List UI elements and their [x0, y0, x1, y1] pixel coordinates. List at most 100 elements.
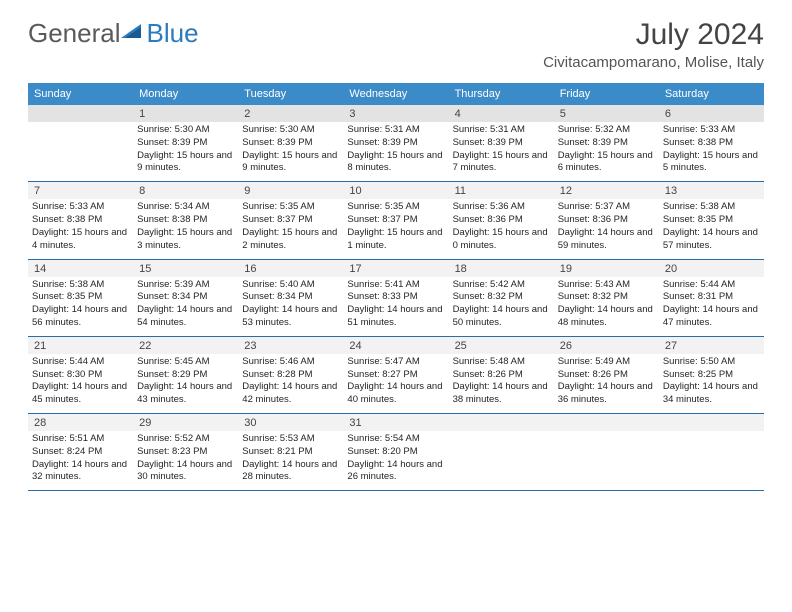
sunset-text: Sunset: 8:35 PM: [663, 214, 760, 227]
cell-details: Sunrise: 5:39 AMSunset: 8:34 PMDaylight:…: [137, 277, 234, 330]
calendar-cell: 12Sunrise: 5:37 AMSunset: 8:36 PMDayligh…: [554, 182, 659, 258]
cell-details: Sunrise: 5:47 AMSunset: 8:27 PMDaylight:…: [347, 354, 444, 407]
sunset-text: Sunset: 8:31 PM: [663, 291, 760, 304]
logo: General Blue: [28, 18, 199, 49]
sunset-text: Sunset: 8:34 PM: [242, 291, 339, 304]
sunrise-text: Sunrise: 5:45 AM: [137, 356, 234, 369]
sunrise-text: Sunrise: 5:53 AM: [242, 433, 339, 446]
cell-details: Sunrise: 5:46 AMSunset: 8:28 PMDaylight:…: [242, 354, 339, 407]
date-number: 17: [343, 260, 448, 277]
sunset-text: Sunset: 8:24 PM: [32, 446, 129, 459]
cell-details: Sunrise: 5:38 AMSunset: 8:35 PMDaylight:…: [663, 199, 760, 252]
sunrise-text: Sunrise: 5:30 AM: [242, 124, 339, 137]
date-number: 4: [449, 105, 554, 122]
cell-details: Sunrise: 5:44 AMSunset: 8:31 PMDaylight:…: [663, 277, 760, 330]
sunset-text: Sunset: 8:37 PM: [347, 214, 444, 227]
title-block: July 2024 Civitacampomarano, Molise, Ita…: [543, 18, 764, 71]
cell-details: Sunrise: 5:42 AMSunset: 8:32 PMDaylight:…: [453, 277, 550, 330]
day-header: Thursday: [449, 83, 554, 105]
sunset-text: Sunset: 8:39 PM: [558, 137, 655, 150]
calendar-cell: 3Sunrise: 5:31 AMSunset: 8:39 PMDaylight…: [343, 105, 448, 181]
calendar-cell: 19Sunrise: 5:43 AMSunset: 8:32 PMDayligh…: [554, 260, 659, 336]
day-header: Monday: [133, 83, 238, 105]
date-number: [449, 414, 554, 431]
date-number: [554, 414, 659, 431]
sunset-text: Sunset: 8:34 PM: [137, 291, 234, 304]
calendar-cell: 31Sunrise: 5:54 AMSunset: 8:20 PMDayligh…: [343, 414, 448, 490]
calendar-cell: 28Sunrise: 5:51 AMSunset: 8:24 PMDayligh…: [28, 414, 133, 490]
calendar-cell: 5Sunrise: 5:32 AMSunset: 8:39 PMDaylight…: [554, 105, 659, 181]
day-header: Saturday: [659, 83, 764, 105]
cell-details: Sunrise: 5:30 AMSunset: 8:39 PMDaylight:…: [242, 122, 339, 175]
sunset-text: Sunset: 8:32 PM: [453, 291, 550, 304]
date-number: 14: [28, 260, 133, 277]
calendar-cell: 21Sunrise: 5:44 AMSunset: 8:30 PMDayligh…: [28, 337, 133, 413]
sunset-text: Sunset: 8:33 PM: [347, 291, 444, 304]
calendar-cell: [28, 105, 133, 181]
daylight-text: Daylight: 14 hours and 53 minutes.: [242, 304, 339, 330]
calendar-cell: 9Sunrise: 5:35 AMSunset: 8:37 PMDaylight…: [238, 182, 343, 258]
sunrise-text: Sunrise: 5:33 AM: [663, 124, 760, 137]
location-text: Civitacampomarano, Molise, Italy: [543, 54, 764, 71]
week-row: 7Sunrise: 5:33 AMSunset: 8:38 PMDaylight…: [28, 182, 764, 259]
calendar-cell: 1Sunrise: 5:30 AMSunset: 8:39 PMDaylight…: [133, 105, 238, 181]
week-row: 14Sunrise: 5:38 AMSunset: 8:35 PMDayligh…: [28, 260, 764, 337]
calendar-cell: 17Sunrise: 5:41 AMSunset: 8:33 PMDayligh…: [343, 260, 448, 336]
date-number: 6: [659, 105, 764, 122]
date-number: 5: [554, 105, 659, 122]
sunset-text: Sunset: 8:39 PM: [347, 137, 444, 150]
daylight-text: Daylight: 14 hours and 36 minutes.: [558, 381, 655, 407]
cell-details: Sunrise: 5:37 AMSunset: 8:36 PMDaylight:…: [558, 199, 655, 252]
calendar-cell: 24Sunrise: 5:47 AMSunset: 8:27 PMDayligh…: [343, 337, 448, 413]
date-number: 23: [238, 337, 343, 354]
daylight-text: Daylight: 14 hours and 51 minutes.: [347, 304, 444, 330]
daylight-text: Daylight: 14 hours and 47 minutes.: [663, 304, 760, 330]
sunrise-text: Sunrise: 5:44 AM: [32, 356, 129, 369]
sunrise-text: Sunrise: 5:46 AM: [242, 356, 339, 369]
cell-details: Sunrise: 5:33 AMSunset: 8:38 PMDaylight:…: [32, 199, 129, 252]
sunrise-text: Sunrise: 5:52 AM: [137, 433, 234, 446]
date-number: 25: [449, 337, 554, 354]
sunset-text: Sunset: 8:32 PM: [558, 291, 655, 304]
header: General Blue July 2024 Civitacampomarano…: [0, 0, 792, 77]
daylight-text: Daylight: 14 hours and 59 minutes.: [558, 227, 655, 253]
date-number: 18: [449, 260, 554, 277]
cell-details: Sunrise: 5:32 AMSunset: 8:39 PMDaylight:…: [558, 122, 655, 175]
sunrise-text: Sunrise: 5:30 AM: [137, 124, 234, 137]
date-number: 15: [133, 260, 238, 277]
sunset-text: Sunset: 8:38 PM: [663, 137, 760, 150]
cell-details: Sunrise: 5:36 AMSunset: 8:36 PMDaylight:…: [453, 199, 550, 252]
calendar-cell: [659, 414, 764, 490]
daylight-text: Daylight: 14 hours and 28 minutes.: [242, 459, 339, 485]
sunset-text: Sunset: 8:28 PM: [242, 369, 339, 382]
daylight-text: Daylight: 14 hours and 43 minutes.: [137, 381, 234, 407]
calendar-cell: 25Sunrise: 5:48 AMSunset: 8:26 PMDayligh…: [449, 337, 554, 413]
week-row: 28Sunrise: 5:51 AMSunset: 8:24 PMDayligh…: [28, 414, 764, 491]
week-row: 21Sunrise: 5:44 AMSunset: 8:30 PMDayligh…: [28, 337, 764, 414]
date-number: 16: [238, 260, 343, 277]
cell-details: Sunrise: 5:40 AMSunset: 8:34 PMDaylight:…: [242, 277, 339, 330]
sunset-text: Sunset: 8:27 PM: [347, 369, 444, 382]
daylight-text: Daylight: 14 hours and 54 minutes.: [137, 304, 234, 330]
day-header: Sunday: [28, 83, 133, 105]
sunrise-text: Sunrise: 5:51 AM: [32, 433, 129, 446]
sunset-text: Sunset: 8:23 PM: [137, 446, 234, 459]
daylight-text: Daylight: 14 hours and 56 minutes.: [32, 304, 129, 330]
daylight-text: Daylight: 15 hours and 3 minutes.: [137, 227, 234, 253]
day-header: Tuesday: [238, 83, 343, 105]
cell-details: Sunrise: 5:41 AMSunset: 8:33 PMDaylight:…: [347, 277, 444, 330]
calendar-cell: 15Sunrise: 5:39 AMSunset: 8:34 PMDayligh…: [133, 260, 238, 336]
calendar-cell: 16Sunrise: 5:40 AMSunset: 8:34 PMDayligh…: [238, 260, 343, 336]
sunrise-text: Sunrise: 5:47 AM: [347, 356, 444, 369]
date-number: 11: [449, 182, 554, 199]
calendar-cell: 14Sunrise: 5:38 AMSunset: 8:35 PMDayligh…: [28, 260, 133, 336]
date-number: 1: [133, 105, 238, 122]
daylight-text: Daylight: 15 hours and 8 minutes.: [347, 150, 444, 176]
sunset-text: Sunset: 8:26 PM: [453, 369, 550, 382]
daylight-text: Daylight: 15 hours and 0 minutes.: [453, 227, 550, 253]
sunrise-text: Sunrise: 5:33 AM: [32, 201, 129, 214]
calendar: Sunday Monday Tuesday Wednesday Thursday…: [28, 83, 764, 491]
cell-details: Sunrise: 5:54 AMSunset: 8:20 PMDaylight:…: [347, 431, 444, 484]
date-number: 29: [133, 414, 238, 431]
date-number: 27: [659, 337, 764, 354]
